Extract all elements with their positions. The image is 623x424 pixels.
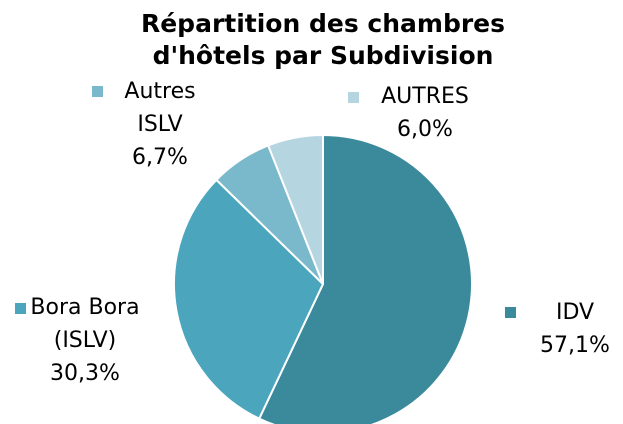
data-label: Autres ISLV 6,7%: [100, 75, 220, 174]
category-label: AUTRES: [381, 84, 469, 109]
data-label: AUTRES 6,0%: [350, 80, 500, 146]
legend-marker: [15, 303, 26, 314]
pie-slice: [173, 178, 325, 420]
value-label: 6,0%: [397, 117, 453, 142]
legend-marker: [92, 86, 103, 97]
value-label: 6,7%: [132, 145, 188, 170]
legend-marker: [505, 307, 516, 318]
category-label: IDV: [555, 300, 595, 325]
data-label: Bora Bora (ISLV) 30,3%: [20, 291, 150, 390]
category-label: Autres ISLV: [124, 79, 196, 137]
pie-slice: [257, 133, 473, 424]
legend-marker: [348, 92, 359, 103]
pie-slice: [266, 133, 324, 285]
value-label: 30,3%: [50, 361, 120, 386]
category-label: Bora Bora (ISLV): [30, 295, 140, 353]
data-label: IDV 57,1%: [525, 296, 623, 362]
value-label: 57,1%: [540, 333, 610, 358]
chart-title: Répartition des chambres d'hôtels par Su…: [140, 9, 506, 70]
